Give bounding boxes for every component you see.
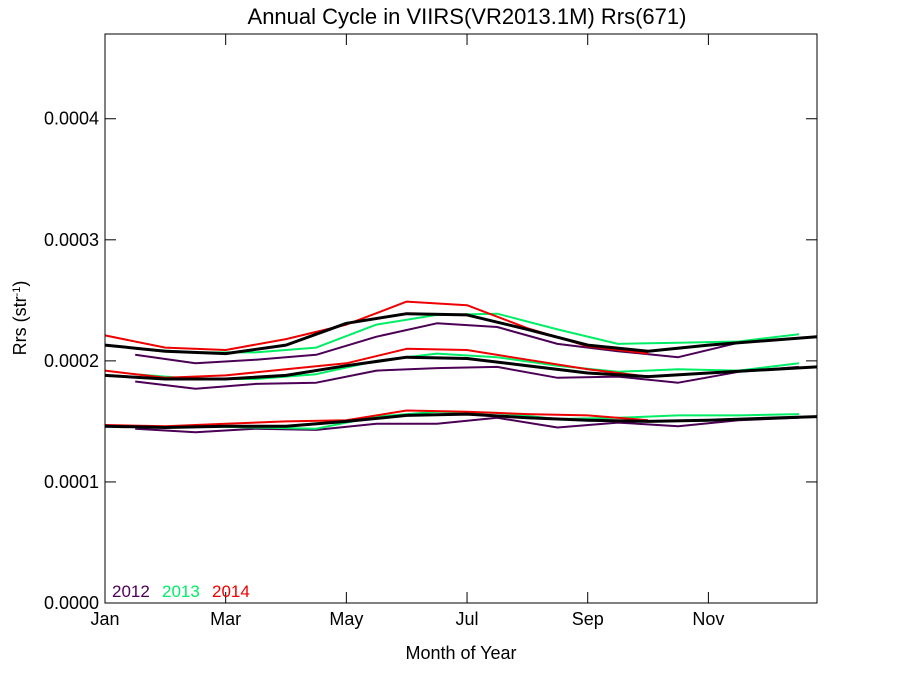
x-tick-label: Sep bbox=[572, 609, 604, 629]
legend-entry-2012: 2012 bbox=[112, 582, 150, 601]
series-line-lower-2012 bbox=[135, 416, 799, 434]
y-tick-label: 0.0000 bbox=[44, 593, 99, 613]
series-layer bbox=[104, 300, 818, 434]
series-line-upper-2012 bbox=[135, 322, 799, 365]
x-tick-label: Mar bbox=[210, 609, 241, 629]
y-axis-label-main: Rrs (str bbox=[10, 296, 30, 355]
series-line-lower-2014 bbox=[104, 409, 649, 428]
y-tick-label: 0.0004 bbox=[44, 109, 99, 129]
series-line-middle-2012 bbox=[135, 365, 799, 390]
chart-title: Annual Cycle in VIIRS(VR2013.1M) Rrs(671… bbox=[248, 4, 687, 29]
x-tick-label: Jul bbox=[456, 609, 479, 629]
legend-entry-2014: 2014 bbox=[212, 582, 250, 601]
y-tick-label: 0.0002 bbox=[44, 351, 99, 371]
y-tick-label: 0.0001 bbox=[44, 472, 99, 492]
series-line-middle-climatology bbox=[104, 355, 818, 381]
series-line-middle-2014 bbox=[104, 347, 649, 379]
axes-layer: Jan Mar May Jul Sep Nov 0.0000 0.0001 0.0002 0.00… bbox=[44, 34, 817, 629]
legend: 2012 2013 2014 bbox=[112, 582, 250, 601]
plot-frame bbox=[104, 33, 818, 604]
series-line-upper-climatology bbox=[104, 312, 818, 356]
x-tick-label: Jan bbox=[90, 609, 119, 629]
x-tick-label: Nov bbox=[692, 609, 724, 629]
y-axis-label-close: ) bbox=[10, 281, 30, 287]
x-tick-label: May bbox=[329, 609, 363, 629]
y-axis-label: Rrs (str-1) bbox=[10, 281, 30, 356]
y-tick-label: 0.0003 bbox=[44, 230, 99, 250]
legend-entry-2013: 2013 bbox=[162, 582, 200, 601]
y-axis-label-superscript: -1 bbox=[11, 287, 23, 297]
x-axis-label: Month of Year bbox=[405, 643, 516, 663]
series-line-lower-climatology bbox=[104, 412, 818, 429]
